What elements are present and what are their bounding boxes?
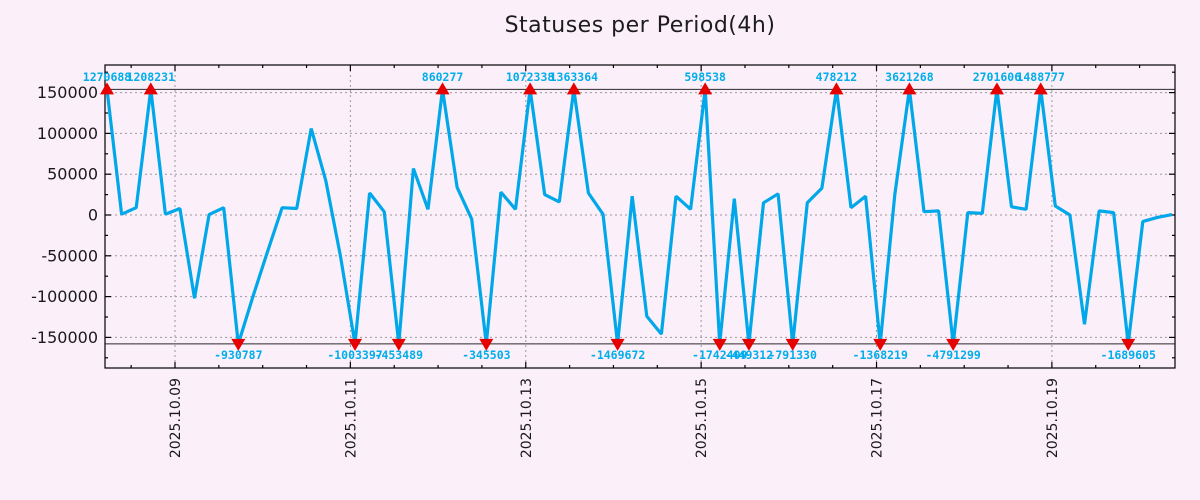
valley-value-label: -1003397: [327, 348, 382, 362]
x-tick-label: 2025.10.13: [519, 378, 535, 458]
peak-value-label: 1270688: [83, 70, 132, 84]
valley-value-label: -930787: [214, 348, 263, 362]
valley-marker-icon: [231, 338, 246, 351]
valley-value-label: -1689605: [1101, 348, 1156, 362]
series-line: [105, 89, 1173, 345]
valley-value-label: -345503: [462, 348, 511, 362]
peak-marker-icon: [435, 82, 450, 95]
peak-value-label: 2701606: [973, 70, 1022, 84]
x-tick-label: 2025.10.19: [1045, 378, 1061, 458]
y-tick-label: 0: [88, 206, 98, 225]
axis-ticks: [105, 65, 1175, 368]
clip-markers: [100, 82, 1136, 351]
y-tick-label: -150000: [31, 328, 98, 347]
valley-marker-icon: [479, 338, 494, 351]
x-tick-label: 2025.10.11: [343, 378, 359, 458]
x-tick-label: 2025.10.15: [694, 378, 710, 458]
y-tick-label: -100000: [31, 287, 98, 306]
valley-value-label: -453489: [375, 348, 424, 362]
valley-marker-icon: [391, 338, 406, 351]
valley-value-label: -449312: [725, 348, 773, 362]
grid-lines: [105, 65, 1175, 368]
peak-marker-icon: [523, 82, 538, 95]
valley-marker-icon: [873, 338, 888, 351]
valley-value-label: -4791299: [925, 348, 980, 362]
valley-value-label: -1742409: [692, 348, 747, 362]
peak-marker-icon: [698, 82, 713, 95]
peak-marker-icon: [100, 82, 114, 95]
y-axis-labels: 150000 100000 50000 0 -50000 -100000 -150000: [31, 83, 98, 347]
peak-marker-icon: [1033, 82, 1048, 95]
peak-value-label: 478212: [816, 70, 858, 84]
valley-value-label: -791330: [768, 348, 817, 362]
peak-value-label: 1488777: [1016, 70, 1065, 84]
peak-marker-icon: [829, 82, 844, 95]
peak-value-label: 1363364: [550, 70, 599, 84]
valley-value-label: -1368219: [853, 348, 908, 362]
x-tick-label: 2025.10.09: [168, 378, 184, 458]
peak-marker-icon: [143, 82, 158, 95]
valley-marker-icon: [741, 338, 756, 351]
valley-marker-icon: [946, 338, 961, 351]
peak-value-label: 860277: [422, 70, 464, 84]
chart-title: Statuses per Period(4h): [504, 13, 776, 38]
peak-value-label: 1208231: [127, 70, 176, 84]
valley-marker-icon: [610, 338, 625, 351]
peak-marker-icon: [566, 82, 581, 95]
valley-marker-icon: [785, 338, 800, 351]
axis-border: [104, 64, 1176, 369]
valley-marker-icon: [1121, 338, 1136, 351]
valley-marker-icon: [348, 338, 363, 351]
peak-value-label: 1072338: [506, 70, 555, 84]
peak-marker-icon: [989, 82, 1004, 95]
peak-value-label: 598538: [684, 70, 726, 84]
y-tick-label: 100000: [37, 124, 98, 143]
x-axis-labels: 2025.10.09 2025.10.11 2025.10.13 2025.10.15…: [168, 378, 1061, 458]
y-tick-label: 150000: [37, 83, 98, 102]
valley-value-label: -1469672: [590, 348, 645, 362]
x-tick-label: 2025.10.17: [870, 378, 886, 458]
peak-value-label: 3621268: [885, 70, 934, 84]
y-tick-label: -50000: [41, 246, 98, 265]
y-tick-label: 50000: [47, 165, 98, 184]
clip-boundary-lines: [105, 88, 1175, 345]
peak-marker-icon: [902, 82, 917, 95]
valley-marker-icon: [712, 338, 727, 351]
